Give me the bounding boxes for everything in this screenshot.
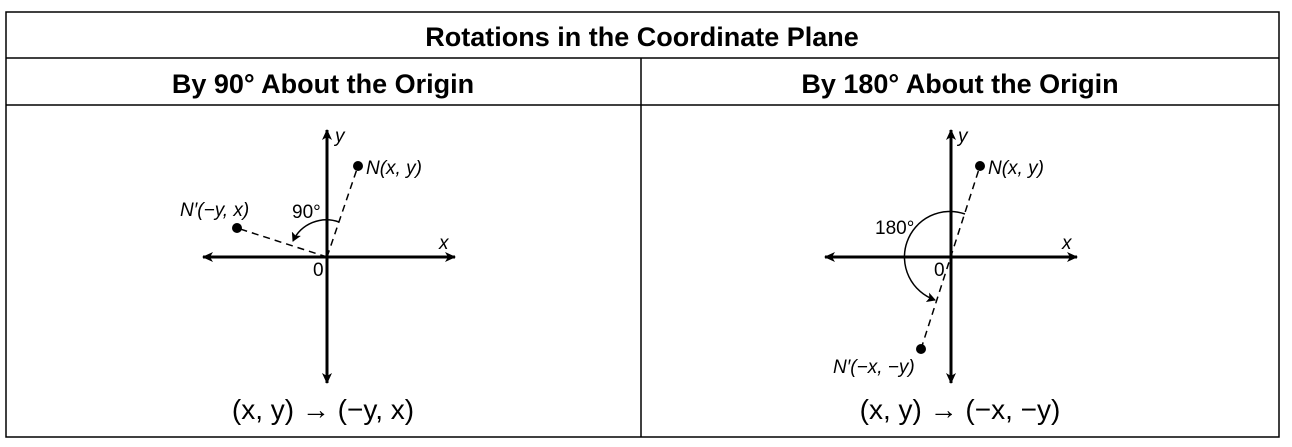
point-n-label: N(x, y): [988, 158, 1044, 179]
point-n-prime: [232, 223, 242, 233]
point-n: [353, 161, 363, 171]
rotation-rule: (x, y) → (−y, x): [232, 394, 414, 425]
x-axis-label: x: [438, 233, 450, 254]
diagram-90-rotation: N(x, y) N′(−y, x) 90° x y 0 (x, y) → (−y…: [180, 126, 456, 425]
y-axis-label: y: [333, 126, 346, 147]
angle-label: 180°: [875, 218, 914, 239]
rotation-rule: (x, y) → (−x, −y): [860, 394, 1061, 425]
y-axis-label: y: [956, 126, 969, 147]
point-n-prime: [916, 344, 926, 354]
origin-label: 0: [934, 260, 945, 281]
table-border: [5, 11, 1280, 438]
x-axis-label: x: [1061, 233, 1073, 254]
point-n-label: N(x, y): [366, 158, 422, 179]
ray-to-n: [326, 165, 359, 258]
point-n-prime-label: N′(−y, x): [180, 200, 249, 221]
rotation-arc: [291, 219, 340, 242]
column-header-90: By 90° About the Origin: [172, 69, 474, 99]
point-n-prime-label: N′(−x, −y): [833, 357, 915, 378]
angle-label: 90°: [292, 202, 321, 223]
column-header-180: By 180° About the Origin: [801, 69, 1118, 99]
table-title: Rotations in the Coordinate Plane: [425, 22, 859, 52]
rotation-arc: [903, 210, 966, 303]
point-n: [975, 161, 985, 171]
ray-through-origin: [920, 165, 981, 350]
origin-label: 0: [313, 260, 324, 281]
ray-to-n-prime: [236, 227, 328, 258]
diagram-180-rotation: N(x, y) N′(−x, −y) 180° x y 0 (x, y) → (…: [824, 126, 1078, 425]
